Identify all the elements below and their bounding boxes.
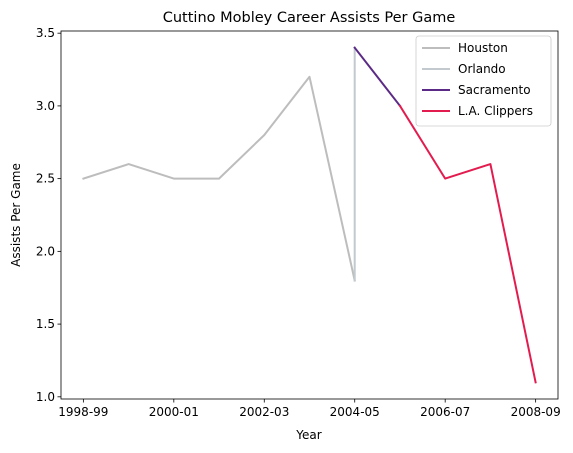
- series-layer: [82, 46, 537, 384]
- series-line-sacramento: [353, 46, 402, 108]
- legend: Houston Orlando Sacramento L.A. Clippers: [415, 35, 552, 127]
- legend-label-houston: Houston: [458, 41, 508, 55]
- series-line-houston: [82, 75, 356, 282]
- y-tick-label: 2.5: [36, 172, 55, 186]
- x-tick-label: 2006-07: [420, 405, 470, 419]
- legend-label-l-a-clippers: L.A. Clippers: [458, 104, 533, 118]
- x-tick-label: 2002-03: [239, 405, 289, 419]
- x-axis-ticks: 1998-99 2000-01 2002-03 2004-05 2006-07 2008-…: [58, 399, 561, 419]
- y-tick-label: 3.5: [36, 26, 55, 40]
- x-tick-label: 1998-99: [58, 405, 108, 419]
- x-axis-title: Year: [295, 428, 321, 442]
- y-tick-label: 2.0: [36, 244, 55, 258]
- y-tick-label: 3.0: [36, 99, 55, 113]
- legend-label-orlando: Orlando: [458, 62, 506, 76]
- series-line-l-a-clippers: [398, 104, 537, 384]
- y-tick-label: 1.5: [36, 317, 55, 331]
- x-tick-label: 2000-01: [149, 405, 199, 419]
- legend-label-sacramento: Sacramento: [458, 83, 531, 97]
- chart-title: Cuttino Mobley Career Assists Per Game: [163, 10, 456, 26]
- y-tick-label: 1.0: [36, 390, 55, 404]
- legend-frame: [415, 35, 552, 127]
- x-tick-label: 2008-09: [511, 405, 561, 419]
- y-axis-ticks: 1.0 1.5 2.0 2.5 3.0 3.5: [36, 26, 61, 404]
- x-tick-label: 2004-05: [330, 405, 380, 419]
- y-axis-title: Assists Per Game: [9, 163, 23, 267]
